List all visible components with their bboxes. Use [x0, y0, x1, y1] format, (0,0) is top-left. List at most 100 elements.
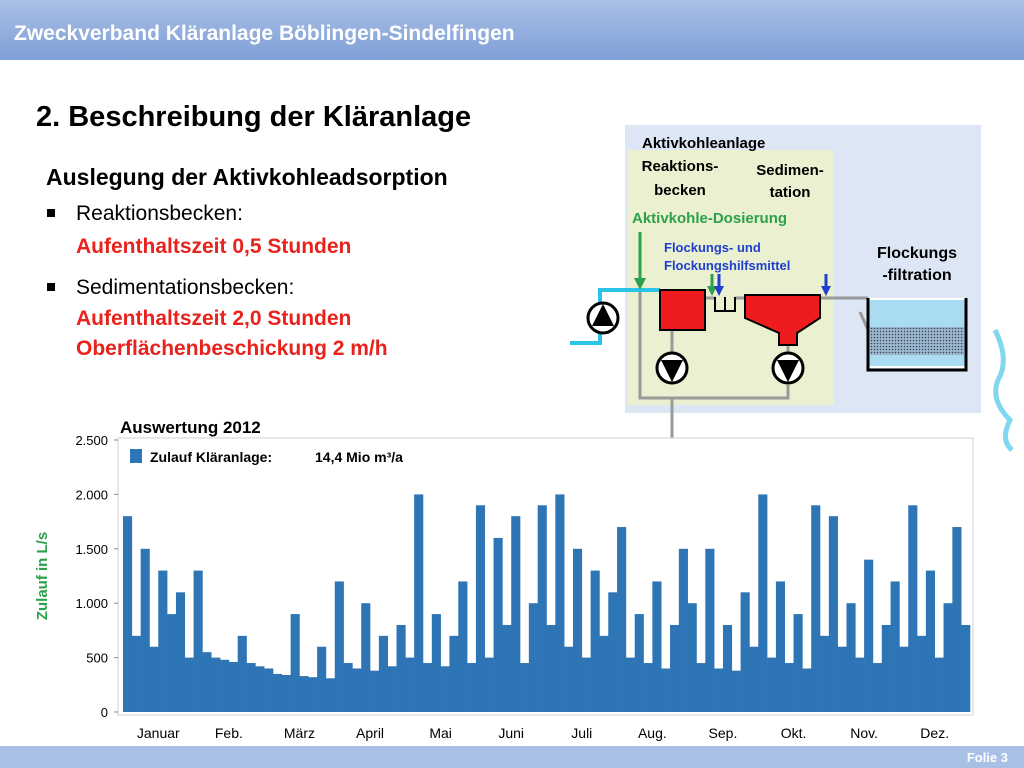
- bar: [467, 663, 477, 712]
- x-tick-label: Sep.: [709, 725, 738, 741]
- bar: [255, 666, 265, 712]
- mixer: [714, 297, 736, 312]
- bar: [961, 624, 971, 712]
- bar: [502, 624, 512, 712]
- x-tick-label: Aug.: [638, 725, 667, 741]
- plant-label: Aktivkohleanlage: [642, 135, 765, 152]
- bar: [608, 592, 618, 712]
- bar: [405, 657, 415, 712]
- bar: [184, 657, 194, 712]
- pumps: [586, 301, 805, 385]
- bar: [802, 668, 812, 712]
- bar: [864, 559, 874, 712]
- x-tick-label: März: [284, 725, 315, 741]
- bar: [934, 657, 944, 712]
- bar: [361, 603, 371, 712]
- bar: [881, 624, 891, 712]
- x-tick-label: Feb.: [215, 725, 243, 741]
- annotation: 14,4 Mio m³/a: [315, 449, 403, 465]
- sedimentation-label: tation: [770, 184, 811, 201]
- bar: [705, 548, 715, 712]
- x-tick-label: Nov.: [850, 725, 878, 741]
- legend-label: Zulauf Kläranlage:: [150, 449, 272, 465]
- x-tick-label: Juni: [498, 725, 524, 741]
- bar: [546, 624, 556, 712]
- bar: [811, 505, 821, 712]
- footer-bar: [0, 746, 1024, 768]
- bullet: [47, 209, 55, 217]
- x-tick-label: Dez.: [920, 725, 949, 741]
- bar: [775, 581, 786, 712]
- bar: [643, 663, 653, 712]
- bar: [793, 614, 803, 712]
- y-axis-label: Zulauf in L/s: [34, 532, 51, 620]
- bar: [564, 646, 574, 712]
- bar: [581, 657, 591, 712]
- bar: [290, 614, 300, 712]
- y-tick-label: 2.000: [75, 487, 108, 502]
- bar: [387, 666, 397, 712]
- bar: [661, 668, 671, 712]
- bar: [590, 570, 600, 712]
- bar: [246, 663, 256, 712]
- y-tick-label: 2.500: [75, 433, 108, 448]
- bar: [334, 581, 344, 712]
- dosing-label: Aktivkohle-Dosierung: [632, 210, 787, 227]
- bar: [370, 670, 380, 712]
- bar: [599, 635, 609, 712]
- filter-media: [870, 327, 964, 355]
- bar: [555, 494, 565, 712]
- bar: [449, 635, 459, 712]
- bar: [758, 494, 768, 712]
- slide-title: 2. Beschreibung der Kläranlage: [36, 101, 471, 133]
- bar: [140, 548, 150, 712]
- flocculant-label: Flockungs- und: [664, 240, 761, 255]
- bar: [193, 570, 203, 712]
- bar: [272, 673, 283, 712]
- bar: [422, 663, 433, 712]
- bullet-label: Reaktionsbecken:: [76, 202, 243, 225]
- bar: [202, 652, 212, 712]
- bar: [899, 646, 909, 712]
- filtration-label: Flockungs: [877, 245, 957, 262]
- x-tick-label: Januar: [137, 725, 180, 741]
- bar: [572, 548, 583, 712]
- bar: [890, 581, 900, 712]
- bar: [281, 675, 291, 712]
- bar: [528, 603, 538, 712]
- bar: [652, 581, 662, 712]
- bar: [414, 494, 424, 712]
- bullet-line: Aufenthaltszeit 2,0 Stunden: [76, 307, 351, 330]
- filtration-label: -filtration: [882, 267, 951, 284]
- bar: [625, 657, 636, 712]
- bullet-line: Oberflächenbeschickung 2 m/h: [76, 337, 388, 360]
- bar: [520, 663, 530, 712]
- bar: [228, 661, 238, 712]
- reaction-label: becken: [654, 182, 706, 199]
- bar: [767, 657, 777, 712]
- bar: [917, 635, 927, 712]
- sedimentation-basin: [744, 294, 821, 346]
- bar: [211, 657, 221, 712]
- sedimentation-label: Sedimen-: [756, 162, 824, 179]
- bar: [837, 646, 847, 712]
- footer-text: Folie 3: [967, 750, 1008, 765]
- bar: [828, 516, 838, 712]
- filter-tank: [866, 298, 968, 372]
- bar: [846, 603, 856, 712]
- bar: [308, 677, 318, 712]
- bar: [617, 527, 627, 712]
- bullet: [47, 283, 55, 291]
- bar: [220, 659, 230, 712]
- x-tick-label: Juli: [571, 725, 592, 741]
- y-tick-label: 500: [86, 651, 108, 666]
- bar: [952, 527, 962, 712]
- bar: [731, 670, 741, 712]
- flocculant-label: Flockungshilfsmittel: [664, 258, 790, 273]
- bar: [396, 624, 406, 712]
- outflow: [992, 328, 1014, 452]
- bar: [378, 635, 388, 712]
- bar: [784, 663, 794, 712]
- bar: [678, 548, 688, 712]
- bar: [722, 624, 733, 712]
